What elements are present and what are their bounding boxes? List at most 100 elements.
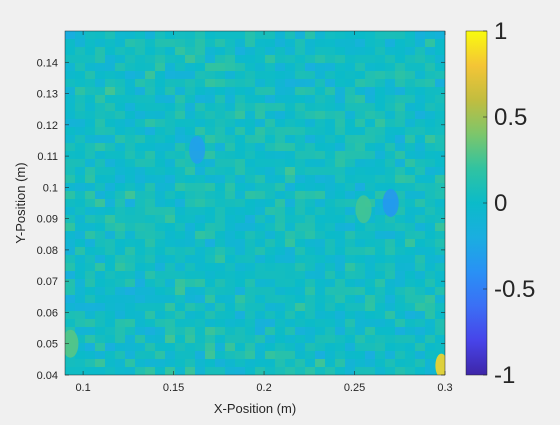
heat-cell — [185, 111, 196, 120]
heat-cell — [225, 223, 236, 232]
heat-cell — [415, 239, 426, 248]
heat-cell — [295, 327, 306, 336]
heat-cell — [155, 31, 166, 40]
heat-cell — [345, 327, 356, 336]
heat-cell — [65, 151, 76, 160]
heat-cell — [225, 39, 236, 48]
x-tick-label: 0.15 — [163, 382, 184, 394]
heat-cell — [275, 215, 286, 224]
colorbar-tick-label: -1 — [494, 362, 515, 389]
heat-cell — [115, 351, 126, 360]
heat-cell — [215, 247, 226, 256]
heat-cell — [195, 127, 206, 136]
heat-cell — [365, 319, 376, 328]
heat-cell — [405, 87, 416, 96]
heat-cell — [345, 39, 356, 48]
heat-cell — [275, 143, 286, 152]
heat-cell — [265, 247, 276, 256]
heat-cell — [75, 263, 86, 272]
heat-cell — [185, 247, 196, 256]
heat-cell — [295, 207, 306, 216]
heat-cell — [265, 343, 276, 352]
heat-cell — [145, 223, 156, 232]
heat-cell — [145, 255, 156, 264]
heat-cell — [255, 191, 266, 200]
heat-cell — [235, 63, 246, 72]
heat-cell — [285, 287, 296, 296]
heat-cell — [295, 271, 306, 280]
heat-cell — [105, 327, 116, 336]
heat-cell — [135, 303, 146, 312]
y-tick-label: 0.09 — [37, 214, 58, 226]
heat-cell — [425, 343, 436, 352]
heat-cell — [125, 271, 136, 280]
heat-cell — [215, 303, 226, 312]
heat-cell — [415, 63, 426, 72]
heat-cell — [215, 351, 226, 360]
heat-cell — [295, 87, 306, 96]
heat-cell — [325, 143, 336, 152]
heat-cell — [195, 303, 206, 312]
heat-cell — [275, 199, 286, 208]
heat-cell — [275, 279, 286, 288]
heat-cell — [95, 335, 106, 344]
heat-cell — [325, 111, 336, 120]
heat-cell — [115, 127, 126, 136]
heat-cell — [145, 207, 156, 216]
heat-cell — [365, 31, 376, 40]
heat-cell — [245, 71, 256, 80]
heat-cell — [365, 191, 376, 200]
heat-cell — [165, 191, 176, 200]
heat-cell — [345, 143, 356, 152]
heat-cell — [365, 95, 376, 104]
heat-cell — [245, 311, 256, 320]
heat-cell — [255, 303, 266, 312]
heat-cell — [325, 239, 336, 248]
heat-cell — [425, 263, 436, 272]
heat-cell — [125, 351, 136, 360]
heat-cell — [375, 175, 386, 184]
heat-cell — [335, 295, 346, 304]
heat-cell — [135, 159, 146, 168]
heat-cell — [165, 47, 176, 56]
heat-cell — [365, 135, 376, 144]
heat-cell — [285, 199, 296, 208]
heat-cell — [95, 167, 106, 176]
heat-cell — [315, 127, 326, 136]
heat-cell — [415, 367, 426, 375]
heat-cell — [225, 263, 236, 272]
heat-cell — [375, 55, 386, 64]
heat-cell — [415, 143, 426, 152]
heat-cell — [305, 287, 316, 296]
heat-cell — [165, 367, 176, 375]
heat-cell — [215, 127, 226, 136]
heat-cell — [295, 263, 306, 272]
heat-cell — [275, 103, 286, 112]
heat-cell — [185, 47, 196, 56]
heat-cell — [115, 175, 126, 184]
heat-cell — [165, 287, 176, 296]
heat-cell — [345, 159, 356, 168]
heat-cell — [75, 359, 86, 368]
heat-cell — [195, 343, 206, 352]
heat-cell — [65, 39, 76, 48]
heat-cell — [225, 351, 236, 360]
heat-cell — [335, 287, 346, 296]
heat-cell — [145, 263, 156, 272]
heat-cell — [325, 95, 336, 104]
heat-cell — [395, 247, 406, 256]
heat-cell — [435, 151, 445, 160]
heat-cell — [405, 271, 416, 280]
heat-cell — [305, 279, 316, 288]
heat-cell — [395, 159, 406, 168]
heat-cell — [175, 327, 186, 336]
heat-cell — [105, 47, 116, 56]
heat-cell — [145, 335, 156, 344]
heat-cell — [235, 215, 246, 224]
heat-cell — [105, 263, 116, 272]
heat-cell — [255, 367, 266, 375]
heat-cell — [395, 271, 406, 280]
x-axis: 0.1 0.15 0.2 0.25 0.3 — [75, 31, 453, 394]
heat-cell — [85, 231, 96, 240]
heat-cell — [165, 143, 176, 152]
